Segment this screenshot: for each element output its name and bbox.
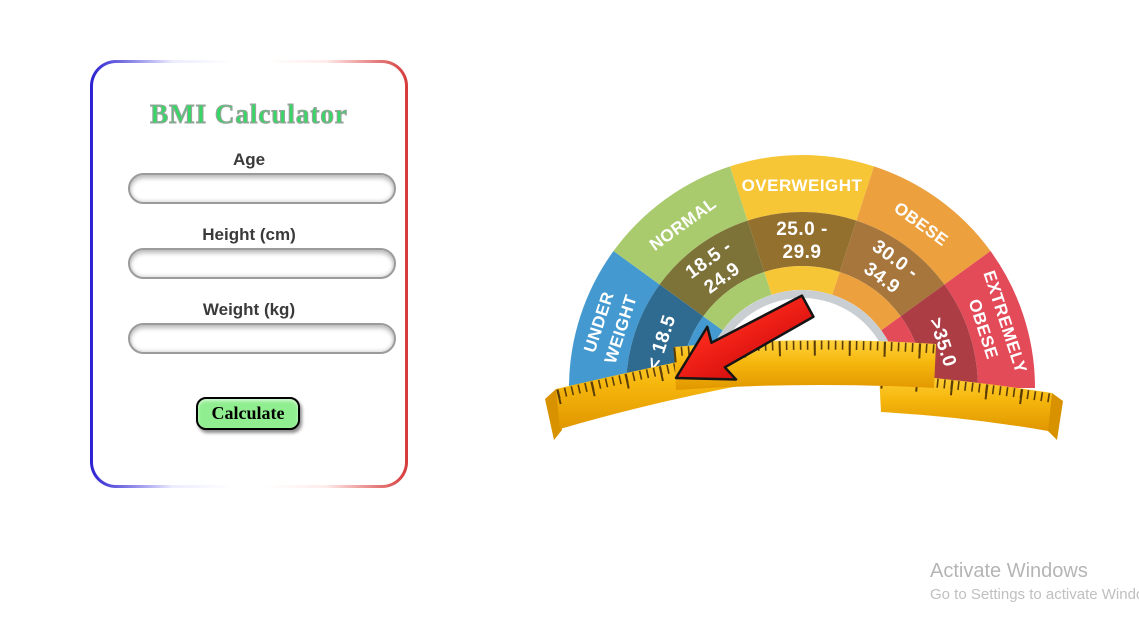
gauge-category-label-2: OVERWEIGHT — [742, 176, 863, 195]
bmi-form-card: BMI Calculator Age Height (cm) Weight (k… — [90, 60, 408, 488]
gauge-segment-mid-0 — [626, 284, 704, 388]
weight-label: Weight (kg) — [202, 300, 296, 319]
gauge-segment-outer-0 — [569, 251, 660, 388]
weight-input[interactable] — [128, 323, 396, 354]
gauge-segment-mid-3 — [839, 220, 945, 317]
gauge-segment-inner-1 — [703, 271, 772, 331]
red-arrow-pointer — [674, 294, 815, 381]
calculate-button[interactable]: Calculate — [196, 397, 300, 430]
gauge-segment-inner-3 — [832, 271, 901, 331]
activate-windows-watermark: Activate Windows Go to Settings to activ… — [930, 560, 1139, 603]
activate-windows-line2: Go to Settings to activate Windows — [930, 586, 1139, 603]
bmi-form-card-inner: BMI Calculator Age Height (cm) Weight (k… — [93, 63, 405, 485]
age-input[interactable] — [128, 173, 396, 204]
gauge-segment-mid-2 — [747, 212, 857, 272]
ruler-right-fold — [1047, 393, 1063, 440]
ruler-right-band — [879, 373, 1052, 431]
gauge-segment-outer-2 — [729, 155, 875, 221]
gauge-range-label-2: 25.0 -29.9 — [776, 219, 828, 263]
age-label: Age — [232, 150, 266, 169]
height-input[interactable] — [128, 248, 396, 279]
gauge-segment-mid-1 — [659, 220, 765, 317]
gauge-segment-outer-1 — [613, 166, 748, 285]
gauge-segment-outer-3 — [856, 166, 991, 285]
gauge-segment-mid-4 — [900, 284, 978, 388]
activate-windows-line1: Activate Windows — [930, 560, 1088, 582]
gauge-segment-outer-4 — [944, 251, 1035, 388]
page-title: BMI Calculator — [150, 98, 348, 129]
gauge-segment-inner-2 — [764, 266, 840, 295]
height-label: Height (cm) — [202, 225, 296, 244]
